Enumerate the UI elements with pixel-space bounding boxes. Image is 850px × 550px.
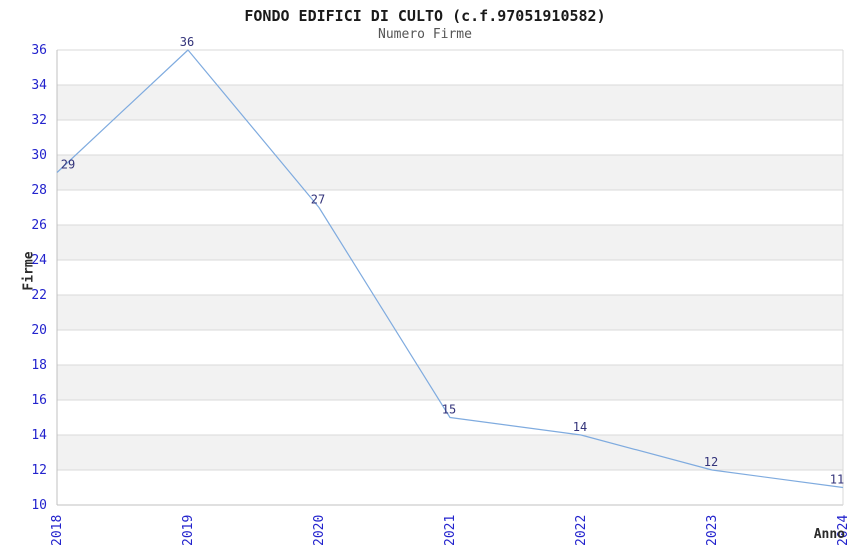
chart-title: FONDO EDIFICI DI CULTO (c.f.97051910582) (244, 7, 606, 25)
y-tick-label: 36 (31, 43, 47, 58)
y-tick-label: 26 (31, 218, 47, 233)
plot-band (57, 295, 843, 330)
y-tick-label: 24 (31, 253, 47, 268)
y-tick-label: 28 (31, 183, 47, 198)
y-tick-label: 10 (31, 498, 47, 513)
plot-band (57, 85, 843, 120)
y-tick-label: 30 (31, 148, 47, 163)
plot-band (57, 365, 843, 400)
plot-band (57, 435, 843, 470)
data-point-label: 27 (311, 193, 325, 207)
x-tick-label: 2022 (574, 515, 589, 546)
x-tick-label: 2019 (181, 515, 196, 546)
x-tick-label: 2018 (50, 515, 65, 546)
y-tick-label: 16 (31, 393, 47, 408)
data-line (56, 49, 844, 489)
data-point-label: 36 (180, 35, 194, 49)
data-point-label: 14 (573, 420, 587, 434)
x-tick-label: 2021 (443, 515, 458, 546)
y-tick-label: 22 (31, 288, 47, 303)
x-tick-label: 2020 (312, 515, 327, 546)
y-tick-label: 20 (31, 323, 47, 338)
x-axis-title: Anno (813, 527, 845, 542)
y-axis-title: Firme (21, 251, 37, 291)
data-point-label: 11 (830, 473, 844, 487)
y-tick-label: 12 (31, 463, 47, 478)
plot-band (57, 225, 843, 260)
y-tick-label: 14 (31, 428, 47, 443)
y-tick-label: 32 (31, 113, 47, 128)
y-tick-label: 34 (31, 78, 47, 93)
chart-subtitle: Numero Firme (378, 27, 472, 42)
data-point-label: 29 (61, 158, 75, 172)
x-tick-label: 2023 (705, 515, 720, 546)
x-tick-label: 2024 (836, 515, 850, 546)
data-point-label: 15 (442, 403, 456, 417)
data-point-label: 12 (704, 455, 718, 469)
plot-band (57, 155, 843, 190)
y-tick-label: 18 (31, 358, 47, 373)
